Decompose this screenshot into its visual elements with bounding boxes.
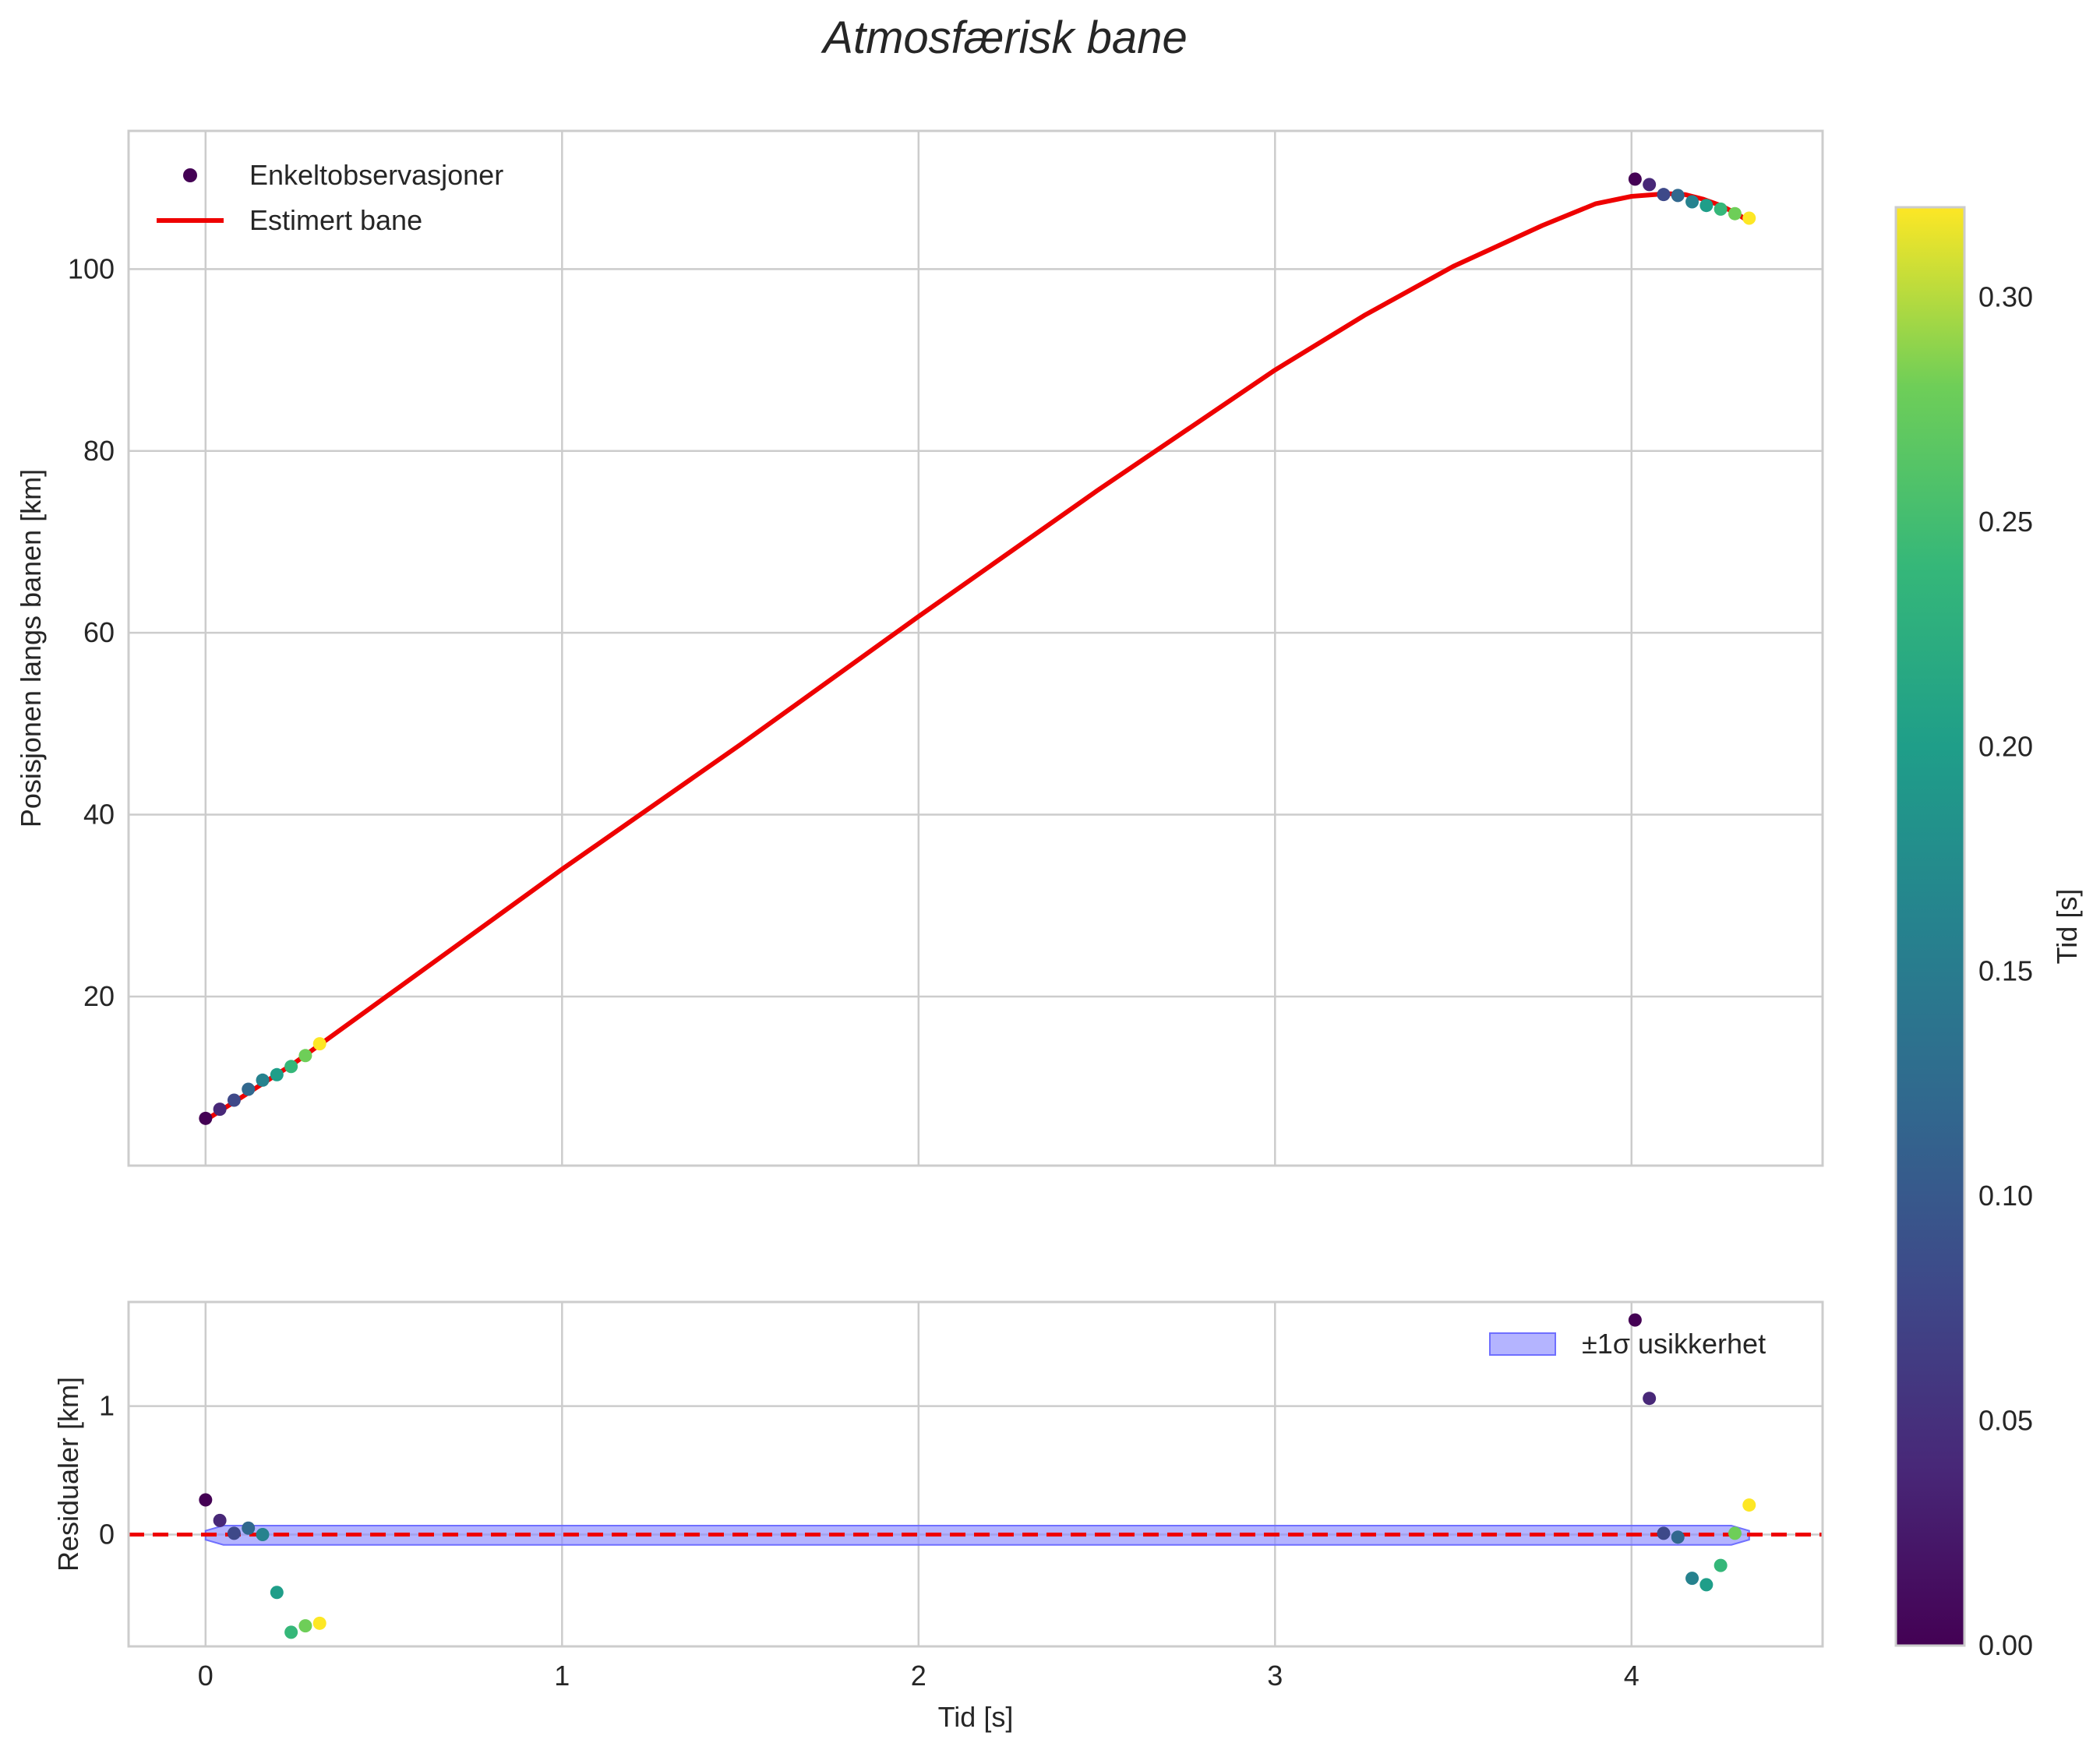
residual-point-6: [284, 1625, 298, 1639]
observation-point-15: [1714, 202, 1728, 216]
top-y-tick-2: 60: [83, 616, 115, 648]
residual-points: [199, 1313, 1756, 1639]
colorbar-tick-6: 0.30: [1978, 280, 2033, 312]
bottom-y-tick-0: 0: [99, 1519, 115, 1551]
residual-point-9: [1628, 1313, 1642, 1327]
residual-point-1: [213, 1513, 227, 1527]
observation-point-6: [284, 1060, 298, 1074]
observation-point-4: [256, 1073, 270, 1087]
top-y-axis-label: Posisjonen langs banen [km]: [15, 469, 47, 827]
x-tick-2: 2: [911, 1660, 926, 1692]
colorbar-tick-0: 0.00: [1978, 1629, 2033, 1661]
top-grid: [129, 131, 1823, 1166]
observation-point-9: [1628, 172, 1642, 186]
observation-point-12: [1671, 189, 1685, 203]
bottom-y-tick-1: 1: [99, 1390, 115, 1422]
bottom-legend: ±1σ usikkerhet: [1489, 1328, 1766, 1360]
observation-point-2: [227, 1093, 241, 1107]
residual-point-10: [1643, 1392, 1657, 1406]
residual-point-13: [1685, 1572, 1699, 1586]
bottom-y-tick-labels: 01: [99, 1390, 115, 1551]
top-y-tick-labels: 20 40 60 80 100: [68, 252, 115, 1012]
residual-point-0: [199, 1493, 213, 1507]
colorbar-tick-1: 0.05: [1978, 1405, 2033, 1437]
observation-point-14: [1699, 199, 1714, 213]
colorbar-tick-2: 0.10: [1978, 1180, 2033, 1212]
legend-label-observations: Enkeltobservasjoner: [249, 159, 503, 191]
observation-point-11: [1657, 188, 1671, 202]
observation-point-0: [199, 1111, 213, 1125]
residual-point-11: [1657, 1526, 1671, 1540]
legend-patch-band: [1489, 1332, 1556, 1356]
observation-point-10: [1643, 178, 1657, 192]
x-tick-0: 0: [198, 1660, 214, 1692]
colorbar-tick-4: 0.20: [1978, 730, 2033, 762]
observation-point-7: [298, 1049, 312, 1063]
residual-point-2: [227, 1526, 241, 1540]
residual-point-12: [1671, 1530, 1685, 1544]
top-y-tick-1: 40: [83, 799, 115, 831]
x-tick-1: 1: [554, 1660, 570, 1692]
residual-point-3: [242, 1521, 256, 1535]
observation-point-3: [242, 1082, 256, 1096]
residual-point-15: [1714, 1558, 1728, 1572]
bottom-x-tick-labels: 0 1 2 3 4: [198, 1660, 1639, 1692]
residual-point-5: [270, 1586, 284, 1600]
bottom-y-axis-label: Residualer [km]: [52, 1377, 84, 1572]
top-y-tick-0: 20: [83, 980, 115, 1012]
residual-point-14: [1699, 1578, 1714, 1592]
chart-title: Atmosfærisk bane: [821, 12, 1187, 63]
colorbar-tick-labels: 0.00 0.05 0.10 0.15 0.20 0.25 0.30: [1978, 280, 2033, 1661]
residual-point-7: [298, 1619, 312, 1633]
residual-point-8: [312, 1616, 326, 1630]
residual-point-4: [256, 1528, 270, 1542]
observation-point-5: [270, 1067, 284, 1081]
residual-point-17: [1742, 1498, 1756, 1512]
observation-point-17: [1742, 211, 1756, 225]
observation-point-13: [1685, 195, 1699, 209]
x-tick-3: 3: [1267, 1660, 1283, 1692]
observation-point-8: [312, 1037, 326, 1051]
top-y-tick-3: 80: [83, 435, 115, 467]
observation-point-1: [213, 1103, 227, 1117]
colorbar-tick-5: 0.25: [1978, 506, 2033, 538]
x-axis-label: Tid [s]: [938, 1701, 1014, 1733]
legend-label-estimated: Estimert bane: [249, 204, 422, 236]
estimated-path-line: [204, 191, 1751, 1123]
observation-points: [199, 172, 1756, 1125]
colorbar-label: Tid [s]: [2051, 889, 2083, 965]
bottom-grid: [129, 1302, 1823, 1646]
bottom-axes-frame: [127, 1300, 1824, 1648]
x-tick-4: 4: [1624, 1660, 1639, 1692]
legend-marker-observations: [183, 168, 197, 182]
observation-point-16: [1728, 206, 1742, 221]
top-legend: Enkeltobservasjoner Estimert bane: [157, 159, 503, 236]
legend-label-band: ±1σ usikkerhet: [1582, 1328, 1766, 1360]
top-y-tick-4: 100: [68, 252, 115, 284]
colorbar: 0.00 0.05 0.10 0.15 0.20 0.25 0.30 Tid [s]: [1894, 206, 2083, 1661]
colorbar-gradient: [1894, 206, 1966, 1647]
residual-point-16: [1728, 1526, 1742, 1540]
colorbar-tick-3: 0.15: [1978, 955, 2033, 987]
top-axes-frame: [127, 129, 1824, 1167]
